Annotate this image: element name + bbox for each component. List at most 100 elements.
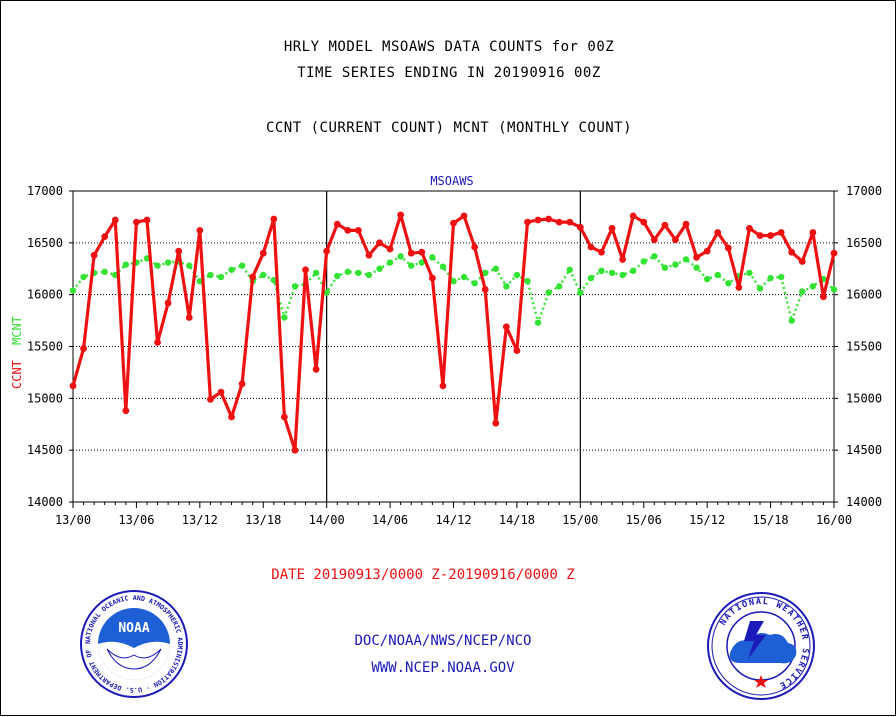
- y-tick-label-right: 15500: [846, 340, 882, 354]
- mcnt-point: [492, 265, 499, 272]
- ccnt-point: [661, 221, 669, 229]
- mcnt-point: [640, 258, 647, 265]
- ccnt-point: [746, 224, 753, 232]
- ccnt-point: [238, 380, 246, 388]
- ccnt-point: [566, 218, 574, 226]
- y-label-mcnt: MCNT: [10, 316, 24, 345]
- y-tick-label-right: 15000: [846, 391, 882, 405]
- mcnt-point: [122, 261, 130, 268]
- ccnt-point: [672, 236, 679, 244]
- ccnt-point: [333, 220, 341, 228]
- mcnt-point: [534, 319, 542, 326]
- x-tick-label: 13/12: [182, 513, 218, 527]
- ccnt-point: [629, 212, 637, 220]
- mcnt-point: [566, 266, 573, 273]
- link-ncep[interactable]: WWW.NCEP.NOAA.GOV: [371, 660, 515, 676]
- ccnt-point: [524, 218, 531, 226]
- ccnt-point: [555, 218, 563, 226]
- mcnt-point: [788, 317, 795, 324]
- mcnt-point: [344, 268, 352, 276]
- ccnt-point: [185, 314, 193, 321]
- ccnt-point: [714, 229, 722, 236]
- mcnt-point: [323, 289, 330, 296]
- series-ccnt: [69, 211, 838, 454]
- ccnt-point: [460, 212, 468, 220]
- mcnt-point: [376, 265, 383, 272]
- mcnt-point: [101, 268, 108, 276]
- y-tick-label-left: 15000: [27, 391, 63, 405]
- y-tick-label-left: 17000: [27, 184, 63, 198]
- mcnt-point: [429, 254, 436, 261]
- ccnt-point: [376, 239, 383, 247]
- ccnt-point: [809, 229, 817, 236]
- mcnt-point: [756, 285, 764, 292]
- ccnt-point: [820, 293, 827, 301]
- mcnt-point: [651, 253, 658, 260]
- mcnt-point: [460, 273, 468, 281]
- y-tick-label-left: 14000: [27, 495, 63, 509]
- noaa-center-text: NOAA: [118, 621, 149, 636]
- mcnt-point: [482, 269, 489, 277]
- ccnt-point: [703, 247, 711, 255]
- mcnt-point: [587, 274, 595, 282]
- ccnt-point: [291, 446, 299, 454]
- ccnt-point: [693, 253, 700, 261]
- ccnt-point: [407, 249, 415, 257]
- x-tick-label: 15/18: [753, 513, 789, 527]
- x-tick-label: 15/12: [689, 513, 725, 527]
- mcnt-point: [80, 273, 87, 281]
- ccnt-point: [280, 413, 288, 421]
- ccnt-point: [777, 229, 785, 236]
- ccnt-point: [122, 407, 130, 415]
- chart-title: MSOAWS: [430, 174, 473, 188]
- mcnt-point: [619, 271, 626, 279]
- ccnt-point: [650, 236, 658, 244]
- ccnt-point: [101, 233, 109, 241]
- ccnt-point: [154, 338, 161, 346]
- y-tick-label-left: 15500: [27, 340, 63, 354]
- x-axis: 13/00 13/06 13/12 13/18 14/00 14/06 14/12 14/18…: [55, 502, 852, 527]
- header-title-line1: HRLY MODEL MSOAWS DATA COUNTS for 00Z: [283, 39, 615, 55]
- ccnt-point: [608, 224, 616, 232]
- ccnt-point: [428, 274, 436, 282]
- mcnt-point: [154, 262, 161, 269]
- mcnt-point: [524, 277, 531, 285]
- ccnt-point: [386, 245, 394, 253]
- x-tick-label: 14/18: [499, 513, 535, 527]
- y-label-ccnt: CCNT: [10, 360, 24, 389]
- mcnt-point: [608, 269, 616, 277]
- ccnt-point: [502, 323, 510, 331]
- series-mcnt: [69, 253, 838, 327]
- mcnt-point: [830, 286, 838, 293]
- nws-logo: NATIONAL WEATHER SERVICE: [707, 592, 815, 700]
- ccnt-point: [788, 248, 796, 256]
- ccnt-point: [111, 216, 119, 224]
- ccnt-point: [69, 382, 77, 390]
- mcnt-point: [746, 269, 753, 277]
- ccnt-point: [228, 413, 235, 421]
- mcnt-point: [714, 271, 721, 279]
- mcnt-point: [703, 275, 711, 283]
- y-tick-label-right: 14000: [846, 495, 882, 509]
- ccnt-point: [534, 216, 542, 224]
- link-doc-noaa[interactable]: DOC/NOAA/NWS/NCEP/NCO: [354, 633, 532, 649]
- ccnt-point: [207, 395, 214, 403]
- mcnt-point: [598, 267, 605, 275]
- ccnt-point: [598, 248, 605, 256]
- ccnt-point: [90, 251, 98, 259]
- ccnt-point: [682, 220, 690, 228]
- ccnt-point: [724, 244, 732, 252]
- ccnt-point: [397, 211, 405, 219]
- ccnt-point: [365, 251, 373, 259]
- x-tick-label: 16/00: [816, 513, 852, 527]
- ccnt-point: [513, 347, 521, 355]
- x-tick-label: 15/06: [626, 513, 662, 527]
- x-tick-label: 15/00: [562, 513, 598, 527]
- ccnt-point: [259, 249, 267, 257]
- ccnt-point: [619, 256, 627, 263]
- ccnt-point: [798, 258, 806, 265]
- x-tick-label: 13/06: [118, 513, 154, 527]
- ccnt-point: [249, 273, 257, 281]
- x-tick-label: 14/00: [309, 513, 345, 527]
- ccnt-point: [492, 419, 500, 427]
